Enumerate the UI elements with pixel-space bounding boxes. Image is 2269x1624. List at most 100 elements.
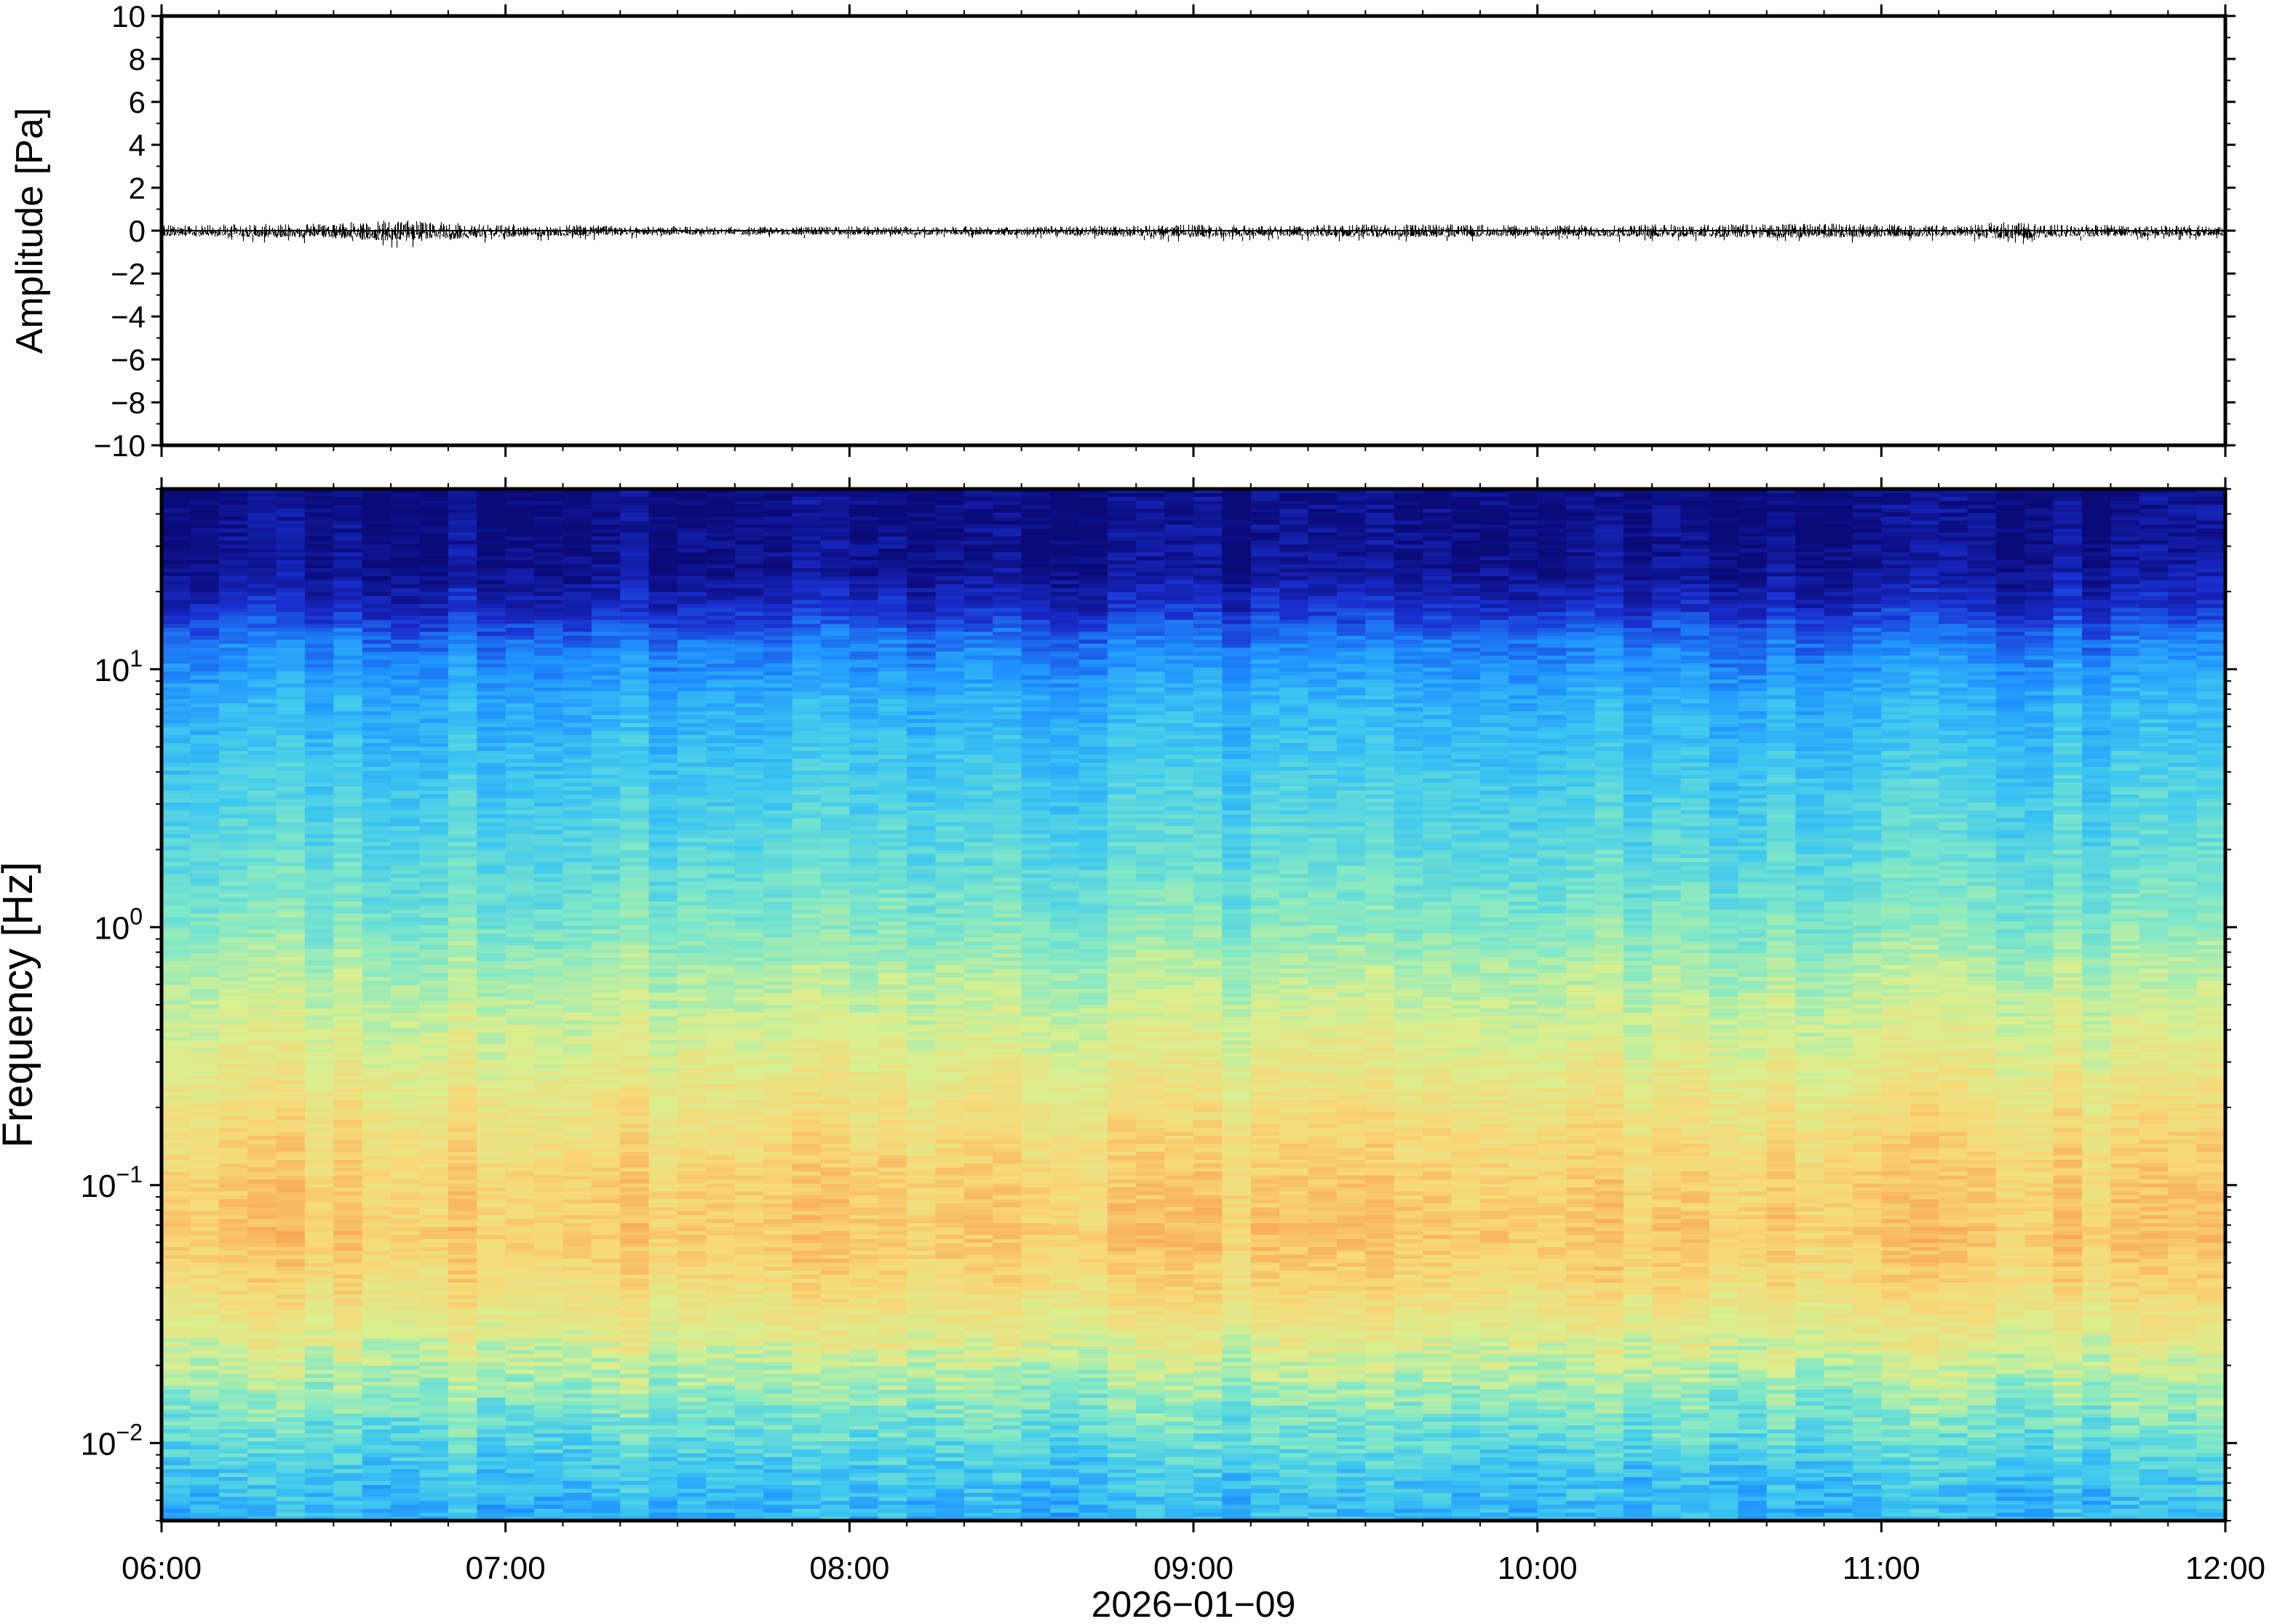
- spectrogram-cell: [247, 1382, 277, 1387]
- spectrogram-cell: [247, 619, 277, 625]
- spectrogram-cell: [218, 830, 248, 835]
- spectrogram-cell: [162, 1084, 191, 1089]
- spectrogram-cell: [477, 1171, 506, 1177]
- spectrogram-cell: [448, 1227, 477, 1232]
- spectrogram-cell: [333, 572, 363, 577]
- spectrogram-cell: [591, 1072, 621, 1077]
- spectrogram-cell: [534, 1266, 564, 1271]
- spectrogram-cell: [162, 1457, 191, 1462]
- spectrogram-cell: [477, 1445, 506, 1450]
- spectrogram-cell: [419, 1155, 449, 1161]
- spectrogram-cell: [591, 723, 621, 728]
- spectrogram-cell: [247, 596, 277, 601]
- spectrogram-cell: [620, 802, 650, 807]
- spectrogram-cell: [620, 1048, 650, 1054]
- spectrogram-cell: [591, 869, 621, 875]
- spectrogram-cell: [190, 1393, 220, 1398]
- spectrogram-cell: [505, 592, 535, 597]
- spectrogram-cell: [190, 1020, 220, 1025]
- spectrogram-cell: [276, 1048, 306, 1054]
- spectrogram-cell: [563, 1139, 592, 1145]
- spectrogram-cell: [505, 1322, 535, 1327]
- spectrogram-cell: [448, 1473, 477, 1478]
- spectrogram-cell: [162, 866, 191, 871]
- spectrogram-cell: [591, 1163, 621, 1169]
- spectrogram-cell: [304, 1382, 334, 1387]
- spectrogram-cell: [391, 687, 421, 692]
- spectrogram-cell: [591, 842, 621, 847]
- spectrogram-cell: [563, 1222, 592, 1228]
- spectrogram-cell: [477, 1159, 506, 1164]
- spectrogram-cell: [563, 1318, 592, 1323]
- spectrogram-cell: [391, 1230, 421, 1235]
- spectrogram-cell: [477, 885, 506, 891]
- spectrogram-cell: [162, 1413, 191, 1418]
- spectrogram-cell: [276, 520, 306, 525]
- spectrogram-cell: [534, 945, 564, 950]
- spectrogram-cell: [620, 968, 650, 974]
- spectrogram-cell: [190, 925, 220, 930]
- spectrogram-cell: [620, 1044, 650, 1049]
- spectrogram-cell: [247, 1151, 277, 1156]
- spectrogram-cell: [648, 568, 678, 573]
- spectrogram-cell: [419, 1429, 449, 1434]
- spectrogram-cell: [247, 1207, 277, 1212]
- spectrogram-cell: [534, 1342, 564, 1347]
- spectrogram-cell: [563, 968, 592, 974]
- spectrogram-cell: [190, 913, 220, 918]
- spectrogram-cell: [563, 683, 592, 688]
- spectrogram-cell: [391, 850, 421, 855]
- spectrogram-cell: [505, 723, 535, 728]
- spectrogram-cell: [304, 814, 334, 819]
- spectrogram-cell: [162, 1151, 191, 1156]
- spectrogram-cell: [448, 632, 477, 637]
- spectrogram-cell: [448, 1405, 477, 1410]
- spectrogram-cell: [218, 921, 248, 926]
- spectrogram-cell: [477, 1326, 506, 1331]
- spectrogram-cell: [620, 1397, 650, 1402]
- spectrogram-cell: [620, 525, 650, 530]
- spectrogram-cell: [505, 790, 535, 795]
- spectrogram-cell: [391, 719, 421, 724]
- spectrogram-cell: [190, 1195, 220, 1200]
- spectrogram-cell: [563, 901, 592, 907]
- spectrogram-cell: [419, 1377, 449, 1382]
- spectrogram-cell: [391, 1366, 421, 1371]
- spectrogram-cell: [362, 723, 392, 728]
- spectrogram-cell: [505, 1068, 535, 1073]
- spectrogram-cell: [190, 1290, 220, 1295]
- spectrogram-cell: [391, 640, 421, 645]
- spectrogram-cell: [218, 893, 248, 899]
- spectrogram-cell: [591, 1453, 621, 1458]
- spectrogram-cell: [505, 1409, 535, 1414]
- spectrogram-cell: [677, 624, 707, 629]
- spectrogram-cell: [620, 1405, 650, 1410]
- spectrogram-cell: [247, 1318, 277, 1323]
- spectrogram-cell: [477, 869, 506, 875]
- spectrogram-cell: [190, 850, 220, 855]
- spectrogram-cell: [391, 1008, 421, 1014]
- spectrogram-cell: [333, 691, 363, 696]
- spectrogram-cell: [534, 731, 564, 736]
- spectrogram-cell: [648, 810, 678, 815]
- spectrogram-cell: [276, 616, 306, 621]
- spectrogram-cell: [190, 1215, 220, 1220]
- spectrogram-cell: [218, 596, 248, 601]
- spectrogram-cell: [304, 1449, 334, 1454]
- spectrogram-cell: [648, 747, 678, 752]
- spectrogram-cell: [333, 1020, 363, 1025]
- spectrogram-cell: [419, 858, 449, 863]
- spectrogram-cell: [419, 989, 449, 994]
- spectrogram-cell: [563, 1437, 592, 1442]
- spectrogram-cell: [391, 1155, 421, 1161]
- spectrogram-cell: [448, 1139, 477, 1145]
- spectrogram-cell: [276, 1437, 306, 1442]
- spectrogram-cell: [391, 905, 421, 910]
- spectrogram-cell: [362, 877, 392, 883]
- spectrogram-cell: [304, 1235, 334, 1240]
- spectrogram-cell: [591, 1068, 621, 1073]
- spectrogram-cell: [333, 1461, 363, 1466]
- spectrogram-cell: [477, 1000, 506, 1006]
- spectrogram-cell: [218, 1465, 248, 1470]
- spectrogram-cell: [591, 1040, 621, 1046]
